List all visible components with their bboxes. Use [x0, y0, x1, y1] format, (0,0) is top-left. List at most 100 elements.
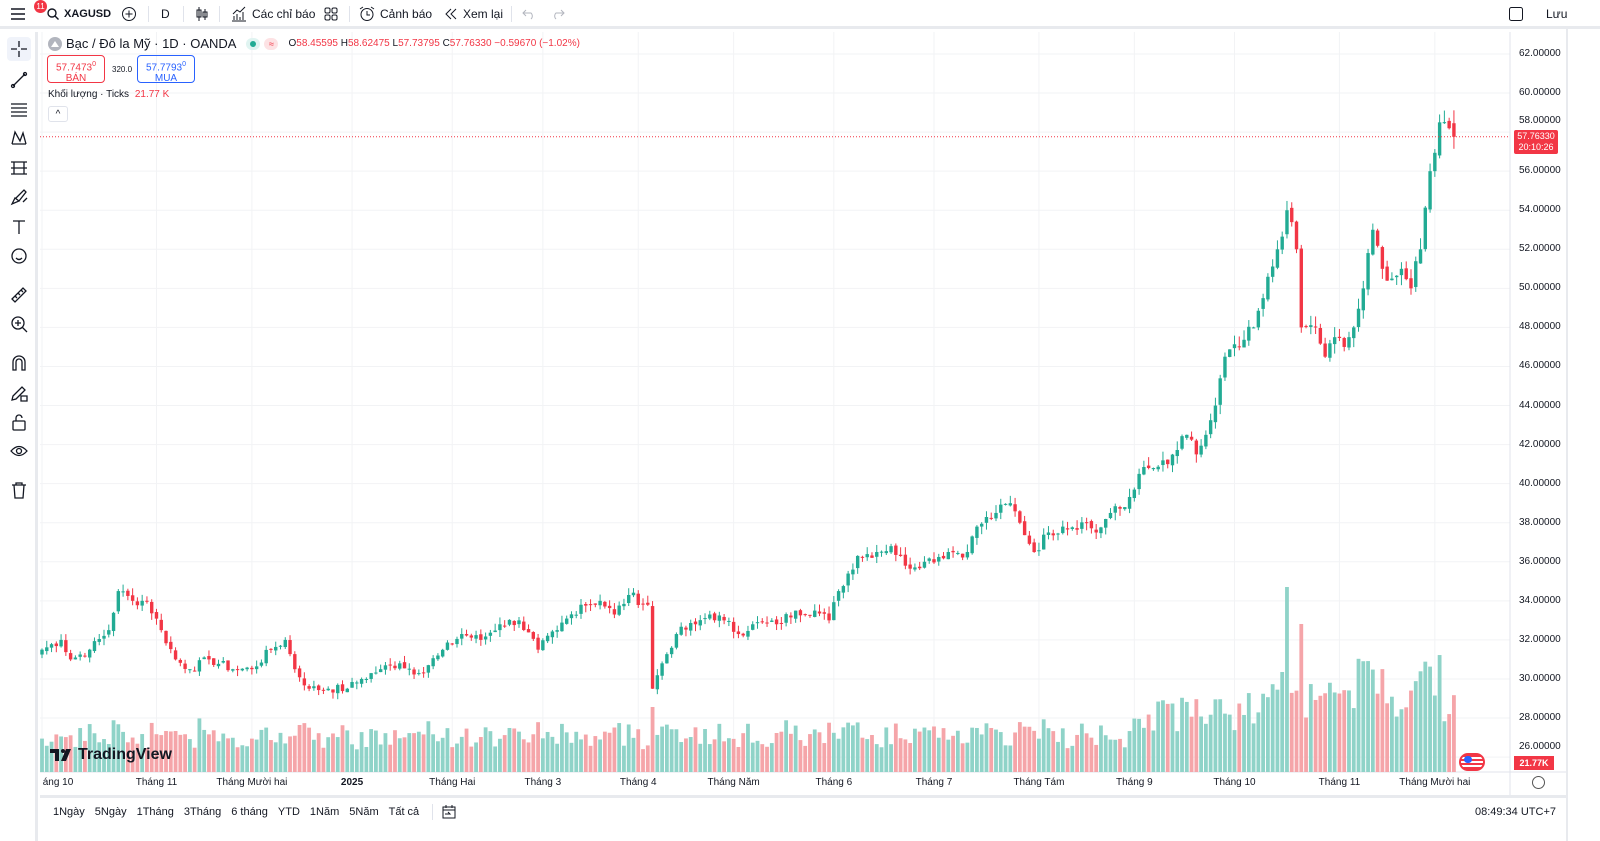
candle-body [350, 681, 354, 688]
lock-drawings-tool[interactable] [7, 410, 31, 434]
chart-type-button[interactable] [195, 0, 209, 27]
candle-body [345, 688, 349, 693]
candle-body [1099, 527, 1103, 534]
candle-body [612, 609, 617, 615]
candle-body [54, 643, 59, 647]
volume-bar [106, 744, 111, 772]
interval-button[interactable]: D [161, 0, 170, 27]
candle-body [650, 606, 655, 689]
range-button[interactable]: 6 tháng [231, 805, 268, 818]
volume-bar [1337, 693, 1342, 772]
volume-bar [1203, 723, 1208, 772]
range-button[interactable]: 1Ngày [53, 805, 85, 818]
projection-tool[interactable] [7, 156, 31, 180]
range-button[interactable]: YTD [277, 805, 300, 818]
volume-bar [693, 727, 698, 772]
symbol-title[interactable]: Bạc / Đô la Mỹ · 1D · OANDA [66, 36, 237, 51]
menu-button[interactable]: 11 [10, 0, 47, 27]
volume-legend[interactable]: Khối lượng · Ticks 21.77 K [48, 89, 170, 100]
candle-body [1361, 288, 1365, 311]
range-button[interactable]: Tất cả [388, 805, 420, 818]
volume-bar [498, 738, 502, 772]
candle-body [1423, 207, 1427, 250]
keep-drawing-tool[interactable] [7, 381, 31, 405]
candle-body [1042, 534, 1046, 550]
brush-tool[interactable] [7, 185, 31, 209]
range-button[interactable]: 1Tháng [136, 805, 174, 818]
candle-body [1137, 473, 1141, 490]
redo-button[interactable] [551, 0, 565, 27]
save-button[interactable]: Lưu [1546, 0, 1567, 27]
hide-drawings-tool[interactable] [7, 439, 31, 463]
candle-body [722, 616, 726, 621]
volume-bar [774, 732, 779, 772]
volume-bar [545, 731, 550, 772]
tradingview-logo[interactable]: TradingView [50, 746, 172, 764]
us-flag-icon[interactable] [1459, 753, 1485, 771]
ruler-tool[interactable] [7, 283, 31, 307]
volume-bar [1313, 699, 1318, 772]
volume-bar [975, 727, 979, 772]
text-tool[interactable] [7, 215, 31, 239]
volume-bar [259, 729, 264, 772]
volume-bar [836, 738, 841, 772]
volume-bar [1409, 690, 1413, 772]
candle-body [460, 634, 464, 639]
layouts-button[interactable] [324, 0, 338, 27]
candle-body [708, 614, 712, 619]
notification-badge: 11 [34, 0, 47, 13]
crosshair-tool[interactable] [7, 37, 31, 61]
price-axis-tick: 58.00000 [1519, 115, 1561, 126]
volume-bar [393, 730, 397, 772]
candle-body [245, 667, 249, 670]
volume-bar [917, 731, 922, 772]
axis-settings-icon[interactable] [1532, 776, 1545, 789]
sell-button[interactable]: 57.74730 BÁN [47, 55, 105, 84]
fib-tool[interactable] [7, 97, 31, 121]
undo-button[interactable] [522, 0, 536, 27]
remove-drawings-tool[interactable] [7, 478, 31, 502]
fullscreen-button[interactable] [1508, 0, 1524, 27]
candle-body [975, 526, 979, 538]
candle-body [1256, 310, 1261, 328]
volume-bar [1261, 693, 1266, 772]
chart-legend: Bạc / Đô la Mỹ · 1D · OANDA ≈ O58.45595 … [48, 36, 580, 51]
volume-bar [784, 720, 789, 772]
volume-bar [1251, 723, 1256, 772]
candle-body [226, 660, 230, 671]
volume-bar [354, 749, 359, 772]
bottom-toolbar: 1Ngày 5Ngày 1Tháng 3Tháng 6 tháng YTD 1Năm 5Năm… [40, 795, 1566, 825]
magnet-tool[interactable] [7, 351, 31, 375]
ohlc-values: O58.45595 H58.62475 L57.73795 C57.76330 … [288, 38, 580, 49]
zoom-tool[interactable] [7, 312, 31, 336]
volume-bar [1127, 731, 1132, 772]
volume-bar [1137, 718, 1141, 772]
replay-button[interactable]: Xem lại [444, 0, 503, 27]
price-chart[interactable] [0, 0, 1600, 795]
trendline-tool[interactable] [7, 68, 31, 92]
compare-button[interactable] [121, 0, 137, 27]
candle-body [321, 689, 326, 691]
collapse-legend-button[interactable]: ^ [48, 106, 68, 122]
indicators-button[interactable]: Các chỉ báo [231, 0, 315, 27]
pattern-tool[interactable] [7, 126, 31, 150]
volume-bar [1232, 730, 1237, 772]
alerts-button[interactable]: Cảnh báo [359, 0, 432, 27]
range-button[interactable]: 5Ngày [94, 805, 127, 818]
candle-body [655, 675, 660, 690]
candle-body [383, 665, 388, 670]
candle-body [369, 673, 373, 679]
price-axis-tick: 42.00000 [1519, 438, 1561, 450]
range-button[interactable]: 5Năm [349, 805, 379, 818]
candle-body [216, 663, 221, 667]
save-label: Lưu [1546, 6, 1568, 21]
range-button[interactable]: 1Năm [309, 805, 340, 818]
range-button[interactable]: 3Tháng [183, 805, 222, 818]
volume-bar [364, 746, 369, 772]
symbol-search[interactable]: XAGUSD [47, 0, 111, 27]
clock-timezone[interactable]: 08:49:34 UTC+7 [1474, 805, 1556, 818]
calendar-goto-icon[interactable] [441, 804, 457, 820]
emoji-tool[interactable] [7, 244, 31, 268]
buy-button[interactable]: 57.77930 MUA [137, 55, 195, 84]
volume-bar [416, 731, 421, 772]
